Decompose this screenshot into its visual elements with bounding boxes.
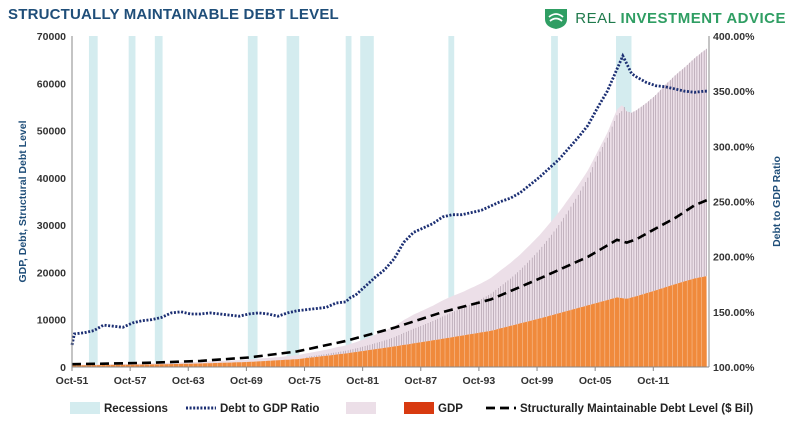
y-tick-label: 20000 bbox=[37, 267, 66, 279]
shield-icon bbox=[545, 9, 568, 29]
legend-label-recessions: Recessions bbox=[104, 403, 168, 415]
y-tick-label: 40000 bbox=[37, 173, 66, 185]
recession-band-0 bbox=[88, 36, 98, 367]
x-tick-label: Oct-51 bbox=[56, 375, 89, 387]
recession-band-1 bbox=[128, 36, 136, 367]
legend-swatch-gdp bbox=[404, 402, 434, 414]
y2-axis-label: Debt to GDP Ratio bbox=[771, 156, 783, 247]
x-tick-label: Oct-99 bbox=[521, 375, 554, 387]
legend-swatch-recessions bbox=[70, 402, 100, 414]
x-tick-label: Oct-57 bbox=[114, 375, 147, 387]
gdp-area-layer bbox=[72, 276, 708, 367]
structural-debt-line bbox=[71, 198, 708, 366]
x-tick-label: Oct-69 bbox=[230, 375, 263, 387]
debt-bar-lines bbox=[306, 48, 707, 359]
recession-band-5 bbox=[345, 36, 352, 367]
recession-band-7 bbox=[448, 36, 455, 367]
x-tick-label: Oct-05 bbox=[579, 375, 612, 387]
y-tick-label: 0 bbox=[60, 362, 66, 374]
y-tick-label: 60000 bbox=[37, 78, 66, 90]
legend-label-structural: Structurally Maintainable Debt Level ($ … bbox=[520, 403, 753, 415]
y2-tick-label: 300.00% bbox=[713, 141, 755, 153]
x-tick-label: Oct-63 bbox=[172, 375, 205, 387]
brand-name-part1: REAL bbox=[575, 9, 621, 27]
y2-tick-label: 250.00% bbox=[713, 197, 755, 209]
brand-name: REAL INVESTMENT ADVICE bbox=[575, 10, 786, 27]
debt-area-layer bbox=[72, 48, 708, 368]
legend-label-ratio: Debt to GDP Ratio bbox=[220, 403, 319, 415]
y2-tick-label: 400.00% bbox=[713, 31, 755, 43]
debt-area bbox=[72, 48, 708, 368]
page-title: STRUCTUALLY MAINTAINABLE DEBT LEVEL bbox=[8, 6, 339, 23]
brand-name-part2: INVESTMENT ADVICE bbox=[620, 9, 786, 27]
y2-tick-label: 100.00% bbox=[713, 362, 755, 374]
recession-band-3 bbox=[247, 36, 258, 367]
y-tick-label: 70000 bbox=[37, 31, 66, 43]
x-tick-label: Oct-75 bbox=[288, 375, 321, 387]
y-tick-label: 50000 bbox=[37, 126, 66, 138]
legend: Recessions Debt to GDP Ratio GDP Structural… bbox=[70, 402, 753, 415]
y2-tick-label: 200.00% bbox=[713, 252, 755, 264]
gdp-area bbox=[72, 276, 708, 367]
y2-tick-label: 150.00% bbox=[713, 307, 755, 319]
legend-swatch-debt-area bbox=[346, 402, 376, 414]
y2-tick-label: 350.00% bbox=[713, 86, 755, 98]
x-tick-label: Oct-87 bbox=[404, 375, 437, 387]
y-axis-label: GDP, Debt, Structural Debt Level bbox=[17, 120, 29, 282]
legend-label-gdp: GDP bbox=[438, 403, 463, 415]
x-tick-label: Oct-93 bbox=[463, 375, 496, 387]
y-tick-label: 10000 bbox=[37, 315, 66, 327]
x-tick-label: Oct-81 bbox=[346, 375, 379, 387]
line-series-layer bbox=[70, 52, 708, 366]
recession-band-4 bbox=[286, 36, 300, 367]
recession-band-6 bbox=[360, 36, 374, 367]
recession-band-2 bbox=[154, 36, 163, 367]
brand-logo: REAL INVESTMENT ADVICE bbox=[543, 6, 786, 30]
recession-band-8 bbox=[551, 36, 558, 367]
axes: 0 10000 20000 30000 40000 50000 60000 70000 100.… bbox=[17, 31, 783, 387]
x-tick-label: Oct-11 bbox=[637, 375, 669, 387]
y-tick-label: 30000 bbox=[37, 220, 66, 232]
debt-to-gdp-ratio-line bbox=[70, 52, 708, 346]
